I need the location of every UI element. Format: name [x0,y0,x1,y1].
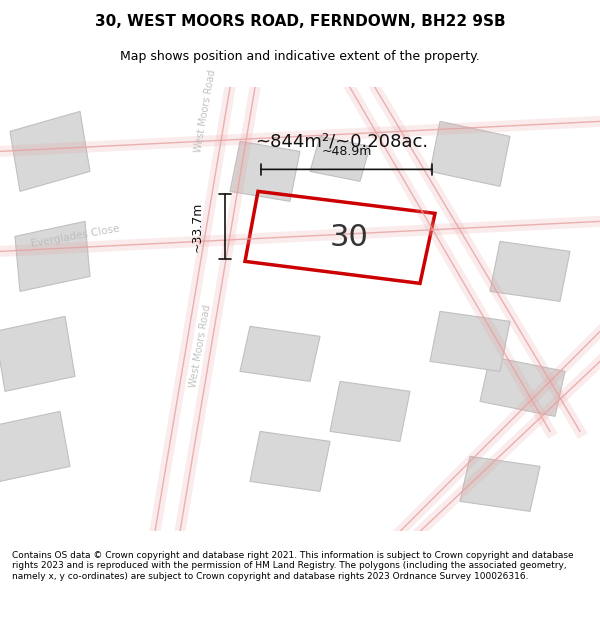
Text: ~844m²/~0.208ac.: ~844m²/~0.208ac. [255,132,428,151]
Polygon shape [490,241,570,301]
Text: 30: 30 [330,223,369,252]
Text: Everglades Close: Everglades Close [30,224,120,249]
Polygon shape [230,141,300,201]
Polygon shape [430,121,510,186]
Text: West Moors Road: West Moors Road [188,304,212,389]
Text: ~48.9m: ~48.9m [322,145,371,158]
Polygon shape [330,381,410,441]
Polygon shape [10,111,90,191]
Polygon shape [240,326,320,381]
Text: 30, WEST MOORS ROAD, FERNDOWN, BH22 9SB: 30, WEST MOORS ROAD, FERNDOWN, BH22 9SB [95,14,505,29]
Text: West Moors Road: West Moors Road [193,69,217,154]
Polygon shape [250,431,330,491]
Polygon shape [0,411,70,481]
Polygon shape [310,136,370,181]
Polygon shape [430,311,510,371]
Polygon shape [460,456,540,511]
Text: Contains OS data © Crown copyright and database right 2021. This information is : Contains OS data © Crown copyright and d… [12,551,574,581]
Text: ~33.7m: ~33.7m [191,201,203,251]
Polygon shape [15,221,90,291]
Text: Map shows position and indicative extent of the property.: Map shows position and indicative extent… [120,50,480,62]
Polygon shape [0,316,75,391]
Polygon shape [480,356,565,416]
